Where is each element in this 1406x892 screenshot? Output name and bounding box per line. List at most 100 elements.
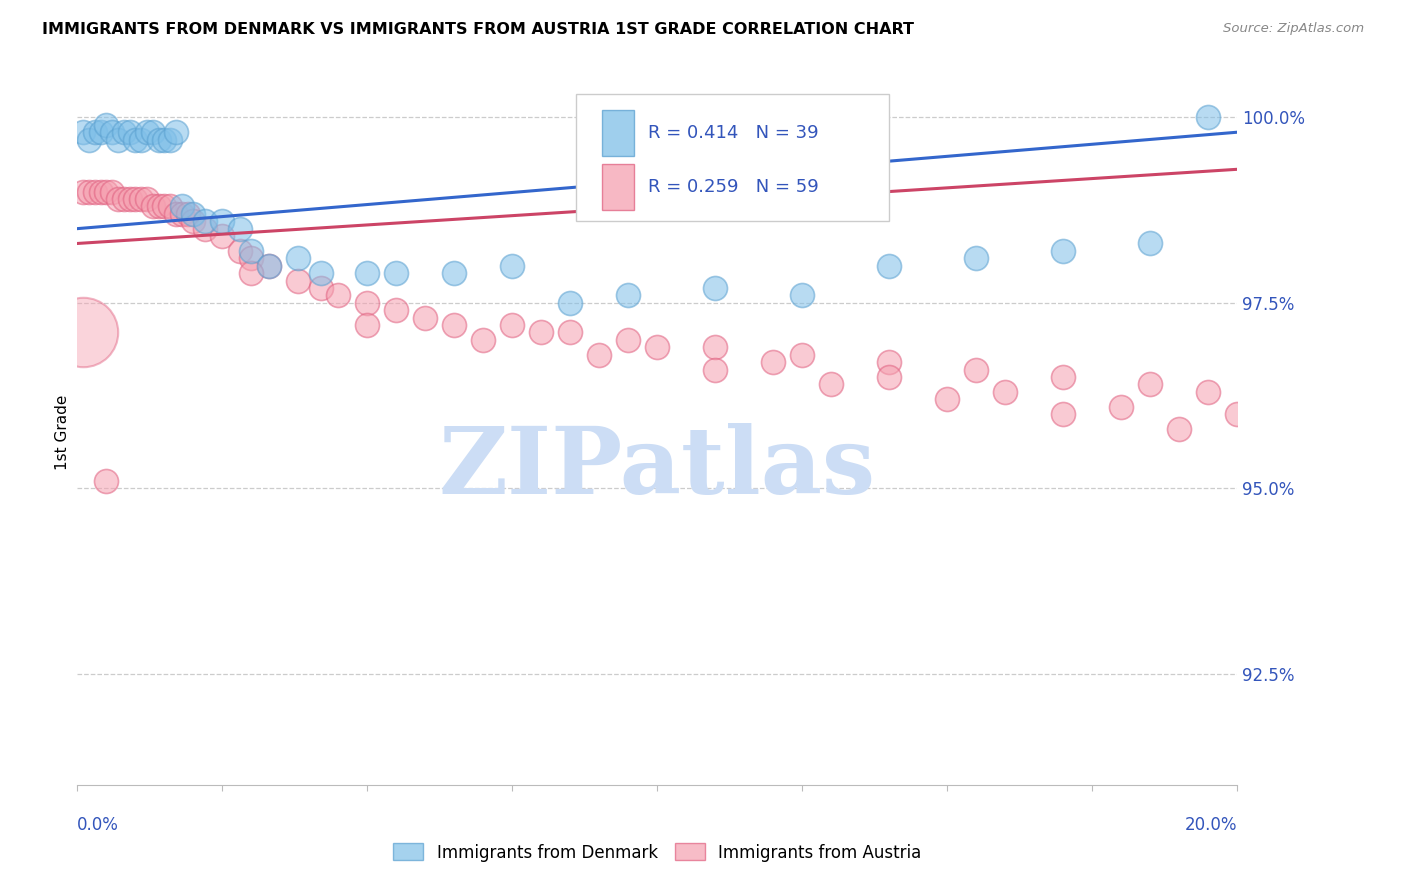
Point: [96, 118, 118, 132]
Point: [240, 252, 263, 266]
Point: [176, 207, 198, 221]
Point: [617, 288, 640, 302]
Point: [148, 199, 170, 213]
Point: [228, 244, 252, 258]
Point: [1168, 422, 1191, 436]
Point: [194, 214, 217, 228]
Point: [877, 355, 901, 369]
Point: [211, 229, 233, 244]
Point: [159, 199, 181, 213]
Point: [443, 318, 465, 332]
Point: [183, 207, 205, 221]
Point: [328, 288, 350, 302]
Text: IMMIGRANTS FROM DENMARK VS IMMIGRANTS FROM AUSTRIA 1ST GRADE CORRELATION CHART: IMMIGRANTS FROM DENMARK VS IMMIGRANTS FR…: [42, 22, 914, 37]
Point: [356, 318, 378, 332]
Point: [77, 133, 100, 147]
Point: [194, 221, 217, 235]
Point: [165, 125, 187, 139]
Point: [72, 185, 94, 199]
Point: [240, 244, 263, 258]
Point: [96, 185, 118, 199]
Point: [153, 199, 176, 213]
Point: [792, 348, 814, 362]
Point: [1226, 407, 1249, 421]
Point: [170, 207, 193, 221]
Point: [385, 266, 408, 280]
Point: [101, 185, 124, 199]
Point: [704, 340, 727, 354]
Point: [1197, 111, 1219, 125]
Bar: [602, 164, 634, 210]
Text: Source: ZipAtlas.com: Source: ZipAtlas.com: [1223, 22, 1364, 36]
Point: [142, 199, 165, 213]
Point: [159, 133, 181, 147]
Point: [877, 259, 901, 273]
Point: [112, 125, 135, 139]
Point: [136, 192, 159, 206]
Point: [118, 192, 141, 206]
Point: [96, 474, 118, 488]
Point: [413, 310, 436, 325]
Point: [211, 214, 233, 228]
Point: [83, 125, 105, 139]
Point: [228, 221, 252, 235]
Text: R = 0.414   N = 39: R = 0.414 N = 39: [648, 124, 818, 142]
Point: [560, 326, 582, 340]
Text: 0.0%: 0.0%: [77, 816, 120, 834]
Point: [1052, 407, 1074, 421]
Point: [107, 133, 129, 147]
Point: [356, 266, 378, 280]
Point: [1197, 384, 1219, 399]
FancyBboxPatch shape: [576, 95, 890, 221]
Point: [165, 207, 187, 221]
Point: [1139, 377, 1161, 392]
Point: [101, 125, 124, 139]
Point: [1052, 244, 1074, 258]
Point: [124, 133, 146, 147]
Point: [1111, 400, 1133, 414]
Point: [309, 281, 332, 295]
Point: [118, 125, 141, 139]
Point: [588, 348, 610, 362]
Point: [83, 185, 105, 199]
Point: [762, 355, 785, 369]
Point: [530, 326, 553, 340]
Point: [994, 384, 1017, 399]
Point: [148, 133, 170, 147]
Point: [90, 185, 111, 199]
Point: [443, 266, 465, 280]
Y-axis label: 1st Grade: 1st Grade: [55, 395, 70, 470]
Point: [356, 295, 378, 310]
Point: [1139, 236, 1161, 251]
Point: [142, 125, 165, 139]
Legend: Immigrants from Denmark, Immigrants from Austria: Immigrants from Denmark, Immigrants from…: [387, 837, 928, 868]
Point: [90, 125, 111, 139]
Point: [560, 295, 582, 310]
Point: [309, 266, 332, 280]
Point: [936, 392, 959, 407]
Point: [287, 252, 309, 266]
Point: [129, 133, 152, 147]
Text: ZIPatlas: ZIPatlas: [439, 423, 876, 513]
Point: [1052, 370, 1074, 384]
Point: [501, 318, 523, 332]
Point: [287, 274, 309, 288]
Point: [183, 214, 205, 228]
Text: 20.0%: 20.0%: [1185, 816, 1237, 834]
Point: [77, 185, 100, 199]
Point: [385, 303, 408, 318]
Point: [501, 259, 523, 273]
Point: [820, 377, 842, 392]
Point: [647, 340, 669, 354]
Point: [124, 192, 146, 206]
Text: R = 0.259   N = 59: R = 0.259 N = 59: [648, 178, 818, 196]
Point: [112, 192, 135, 206]
Point: [170, 199, 193, 213]
Point: [617, 333, 640, 347]
Point: [792, 288, 814, 302]
Point: [72, 326, 94, 340]
Point: [704, 362, 727, 376]
Point: [965, 362, 987, 376]
Point: [257, 259, 280, 273]
Point: [240, 266, 263, 280]
